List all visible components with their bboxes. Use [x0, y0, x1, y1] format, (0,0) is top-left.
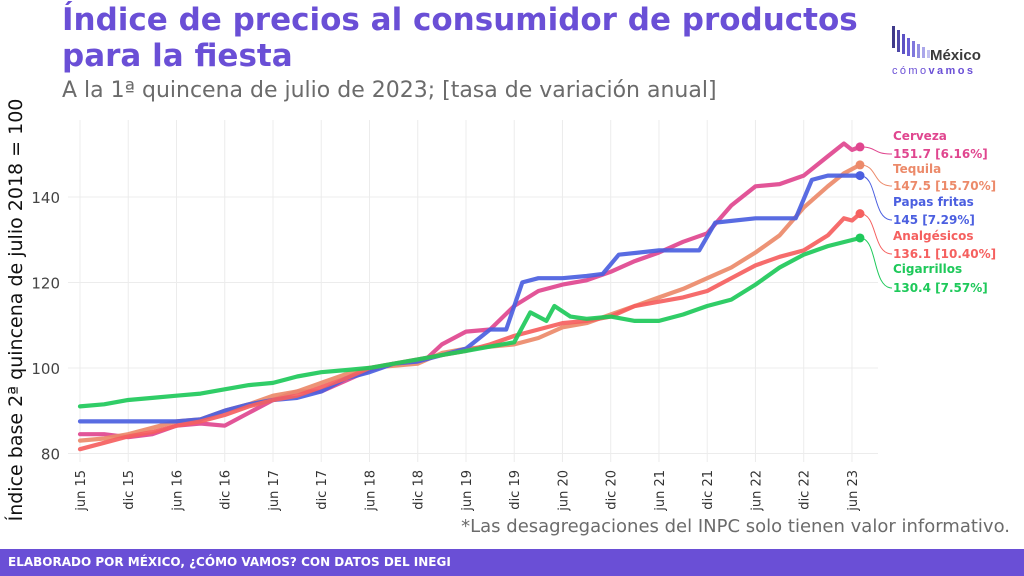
series-connector-papas	[859, 175, 893, 221]
y-axis-ticks: 80 100 120 140	[31, 189, 60, 464]
series-line-cerveza	[77, 141, 863, 440]
x-tick-label: jun 16	[170, 470, 185, 512]
logo-tagline-bold: vamos	[928, 65, 976, 77]
series-value-analgesicos: 136.1 [10.40%]	[893, 247, 996, 261]
bars-logo-icon	[892, 26, 930, 58]
x-tick-label: jun 18	[363, 470, 378, 512]
x-tick-label: dic 16	[219, 470, 234, 510]
y-tick-label: 140	[31, 189, 60, 207]
x-tick-label: dic 17	[315, 470, 330, 510]
x-tick-label: jun 15	[74, 470, 89, 512]
x-tick-label: jun 23	[846, 470, 861, 512]
x-tick-label: dic 18	[412, 470, 427, 510]
chart-title: Índice de precios al consumidor de produ…	[62, 2, 858, 74]
x-tick-label: dic 21	[701, 470, 716, 510]
x-tick-label: dic 19	[508, 470, 523, 510]
series-line-cigarrillos	[77, 235, 863, 409]
series-value-cerveza: 151.7 [6.16%]	[893, 147, 988, 161]
x-tick-label: dic 15	[122, 470, 137, 510]
footnote: *Las desagregaciones del INPC solo tiene…	[461, 516, 1010, 537]
logo-name: México	[930, 47, 981, 64]
mexico-como-vamos-logo: México cómovamos	[888, 22, 1008, 82]
y-axis-label: Índice base 2ª quincena de julio 2018 = …	[4, 99, 27, 522]
footer-bar: ELABORADO POR MÉXICO, ¿CÓMO VAMOS? CON D…	[0, 549, 1024, 576]
x-tick-label: jun 20	[556, 470, 571, 512]
series-labels: Cerveza 151.7 [6.16%]Tequila 147.5 [15.70%…	[859, 129, 996, 295]
logo-tagline-light: cómo	[892, 65, 929, 77]
x-tick-label: dic 20	[605, 470, 620, 510]
series-name-papas: Papas fritas	[893, 195, 974, 209]
y-tick-label: 120	[31, 274, 60, 292]
x-tick-label: jun 22	[749, 470, 764, 512]
x-tick-label: jun 19	[460, 470, 475, 512]
x-axis-ticks: jun 15 dic 15 jun 16 dic 16 jun 17 dic 17 jun …	[74, 470, 861, 512]
y-tick-label: 80	[41, 445, 60, 463]
y-tick-label: 100	[31, 360, 60, 378]
series-name-analgesicos: Analgésicos	[893, 229, 974, 243]
series-connector-cerveza	[859, 146, 893, 155]
series-connector-analgesicos	[859, 213, 893, 255]
x-tick-label: jun 21	[653, 470, 668, 512]
series-connector-tequila	[859, 164, 893, 187]
footer-credit: ELABORADO POR MÉXICO, ¿CÓMO VAMOS? CON D…	[8, 555, 451, 569]
series-value-tequila: 147.5 [15.70%]	[893, 179, 996, 193]
series-lines	[77, 141, 865, 452]
series-value-cigarrillos: 130.4 [7.57%]	[893, 281, 988, 295]
series-connector-cigarrillos	[859, 237, 893, 289]
series-name-tequila: Tequila	[893, 162, 941, 176]
series-line-papas	[77, 173, 863, 424]
series-line-tequila	[77, 162, 863, 443]
x-tick-label: dic 22	[798, 470, 813, 510]
series-name-cerveza: Cerveza	[893, 129, 947, 143]
x-tick-label: jun 17	[267, 470, 282, 512]
series-value-papas: 145 [7.29%]	[893, 213, 975, 227]
series-name-cigarrillos: Cigarrillos	[893, 262, 962, 276]
series-line-analgesicos	[77, 211, 863, 452]
chart-subtitle: A la 1ª quincena de julio de 2023; [tasa…	[62, 78, 717, 103]
logo-tagline: cómovamos	[892, 65, 975, 77]
chart-grid	[68, 120, 878, 462]
